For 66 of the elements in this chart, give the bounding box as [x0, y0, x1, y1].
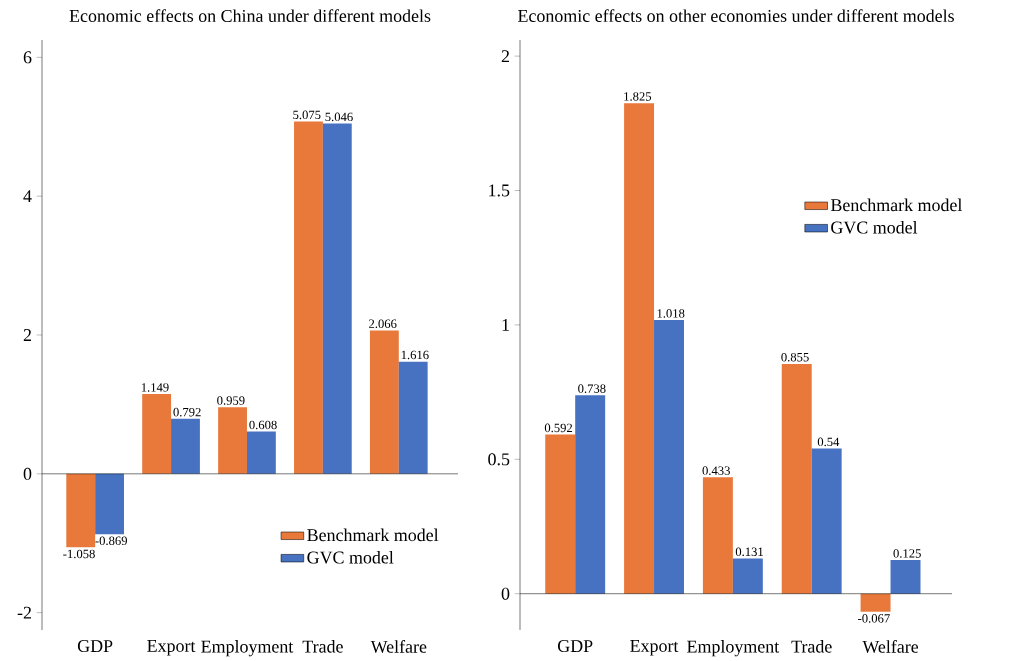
bar [142, 394, 172, 474]
bar [654, 320, 684, 594]
bar [702, 477, 733, 594]
data-label: 0.592 [544, 423, 573, 433]
data-label: 1.149 [141, 383, 169, 392]
y-tick-label: 6 [23, 51, 32, 64]
x-tick-label: Export [147, 640, 196, 656]
y-tick-label: -2 [17, 606, 31, 619]
x-tick-label: Trade [791, 640, 832, 653]
bar [890, 560, 921, 594]
y-tick-label: 1 [502, 319, 509, 331]
y-tick-label: 2 [501, 50, 509, 63]
chart-title: Economic effects on other economies under different models [518, 9, 954, 23]
data-label: 5.075 [293, 110, 321, 120]
y-tick-label: 0 [501, 587, 510, 600]
data-label: 5.046 [325, 112, 353, 122]
bar [781, 364, 812, 594]
bar [575, 395, 606, 594]
data-label: 2.066 [369, 319, 397, 329]
data-label: 0.125 [893, 549, 921, 558]
bar [545, 434, 576, 594]
data-label: -1.058 [63, 549, 95, 559]
x-tick-label: Trade [302, 640, 343, 653]
bar [369, 330, 399, 474]
bar [294, 121, 323, 474]
data-label: 1.018 [657, 309, 685, 318]
legend-label: GVC model [831, 221, 918, 234]
bar [860, 593, 891, 612]
x-tick-label: GDP [557, 640, 593, 653]
legend-label: Benchmark model [307, 528, 439, 542]
data-label: 1.825 [624, 92, 652, 101]
bar [322, 123, 352, 474]
data-label: 0.54 [817, 437, 840, 447]
bar [732, 558, 763, 594]
y-tick-label: 1.5 [489, 184, 510, 197]
data-label: 0.855 [781, 353, 809, 362]
bar [398, 361, 428, 474]
data-label: 0.738 [578, 384, 606, 394]
y-tick-label: 4 [23, 190, 32, 203]
data-label: 0.959 [217, 396, 245, 405]
data-label: 0.131 [735, 547, 763, 557]
x-tick-label: Welfare [370, 640, 427, 654]
bar [171, 418, 200, 474]
legend-label: Benchmark model [830, 198, 963, 212]
data-label: 0.608 [249, 420, 277, 430]
chart-title: Economic effects on China under different models [69, 9, 431, 23]
data-label: 0.433 [702, 466, 730, 476]
bar [218, 407, 247, 474]
data-label: 0.792 [173, 407, 201, 417]
legend-label: GVC model [307, 551, 394, 564]
y-tick-label: 0.5 [488, 453, 510, 466]
bar [624, 103, 655, 594]
y-tick-label: 2 [23, 329, 31, 342]
y-tick-label: 0 [23, 467, 32, 480]
data-label: -0.067 [858, 614, 890, 623]
x-tick-label: Export [630, 640, 679, 656]
bar [811, 448, 842, 594]
x-tick-label: Employment [201, 640, 294, 657]
bar [66, 473, 96, 548]
bar [246, 431, 276, 474]
data-label: 1.616 [401, 350, 429, 360]
x-tick-label: GDP [77, 640, 113, 653]
x-tick-label: Employment [687, 640, 780, 657]
data-label: -0.869 [95, 536, 128, 546]
x-tick-label: Welfare [862, 640, 919, 654]
bar [95, 473, 124, 535]
